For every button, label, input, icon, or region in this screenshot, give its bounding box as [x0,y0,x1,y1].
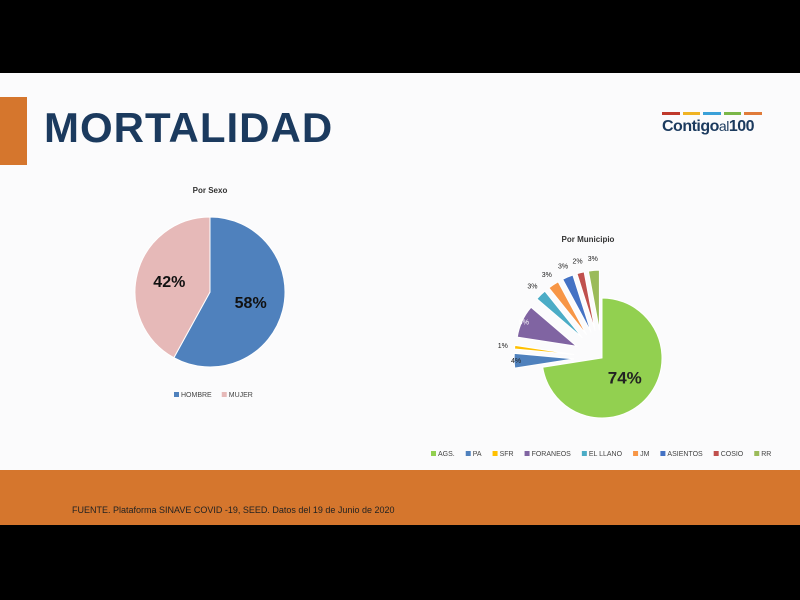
pie-slice-cosio [576,271,596,331]
pie-slice-el-llano [536,290,583,339]
data-label: 9% [519,320,529,327]
page-title: MORTALIDAD [44,104,334,151]
pie-slice-sfr [513,344,575,356]
legend-swatch [221,392,227,397]
legend-swatch [174,392,179,397]
pie-slice-rr [587,269,600,331]
pie-slice-jm [548,281,587,335]
logo-text-al: al [718,118,729,134]
chart-title-municipio: Por Municipio [562,235,615,244]
legend-swatch [431,451,436,456]
source-note: FUENTE. Plataforma SINAVE COVID -19, SEE… [72,505,395,515]
data-label: 2% [573,258,583,265]
legend-swatch [633,451,639,456]
legend-swatch [660,451,666,456]
logo-bar [744,112,762,115]
pie-slice-asientos [562,274,592,333]
legend-label: RR [761,451,771,458]
pie-slice-foraneos [516,306,579,348]
legend-label: COSIO [721,451,744,458]
logo-text: Contigo [662,118,719,135]
data-label: 4% [511,358,521,365]
data-label: 42% [153,274,185,291]
pie-slice-mujer [134,216,211,359]
legend-swatch [524,451,530,456]
legend-label: SFR [500,451,514,458]
legend-label: MUJER [229,392,253,399]
legend-swatch [581,451,587,456]
slide [0,73,800,470]
legend-label: FORANEOS [532,451,572,458]
logo-bar [682,112,701,115]
data-label: 3% [542,272,552,279]
legend-label: AGS. [438,451,455,458]
logo-bars [662,112,762,115]
legend-label: PA [473,451,482,458]
legend-label: JM [640,451,650,458]
logo-text-num: 100 [728,118,755,135]
data-label: 58% [235,295,267,312]
footer-band [0,470,800,525]
legend-swatch [465,451,471,456]
pie-slice-pa [513,352,575,369]
logo: Contigoal100 [662,112,762,136]
chart-title-sexo: Por Sexo [193,186,228,195]
legend-label: HOMBRE [181,392,212,399]
data-label: 3% [558,263,568,270]
logo-bar [703,112,721,115]
accent-tab [0,97,27,165]
logo-bar [723,112,742,115]
data-label: 1% [498,343,508,350]
legend-label: EL LLANO [589,451,623,458]
legend-swatch [754,451,760,456]
legend-swatch [492,451,498,456]
data-label: 74% [608,368,642,387]
legend-label: ASIENTOS [667,451,703,458]
pie-slice-ags- [542,297,663,419]
data-label: 3% [527,284,537,291]
pie-slice-hombre [173,216,286,368]
logo-bar [662,112,680,115]
data-label: 3% [588,256,598,263]
legend-swatch [713,451,719,456]
